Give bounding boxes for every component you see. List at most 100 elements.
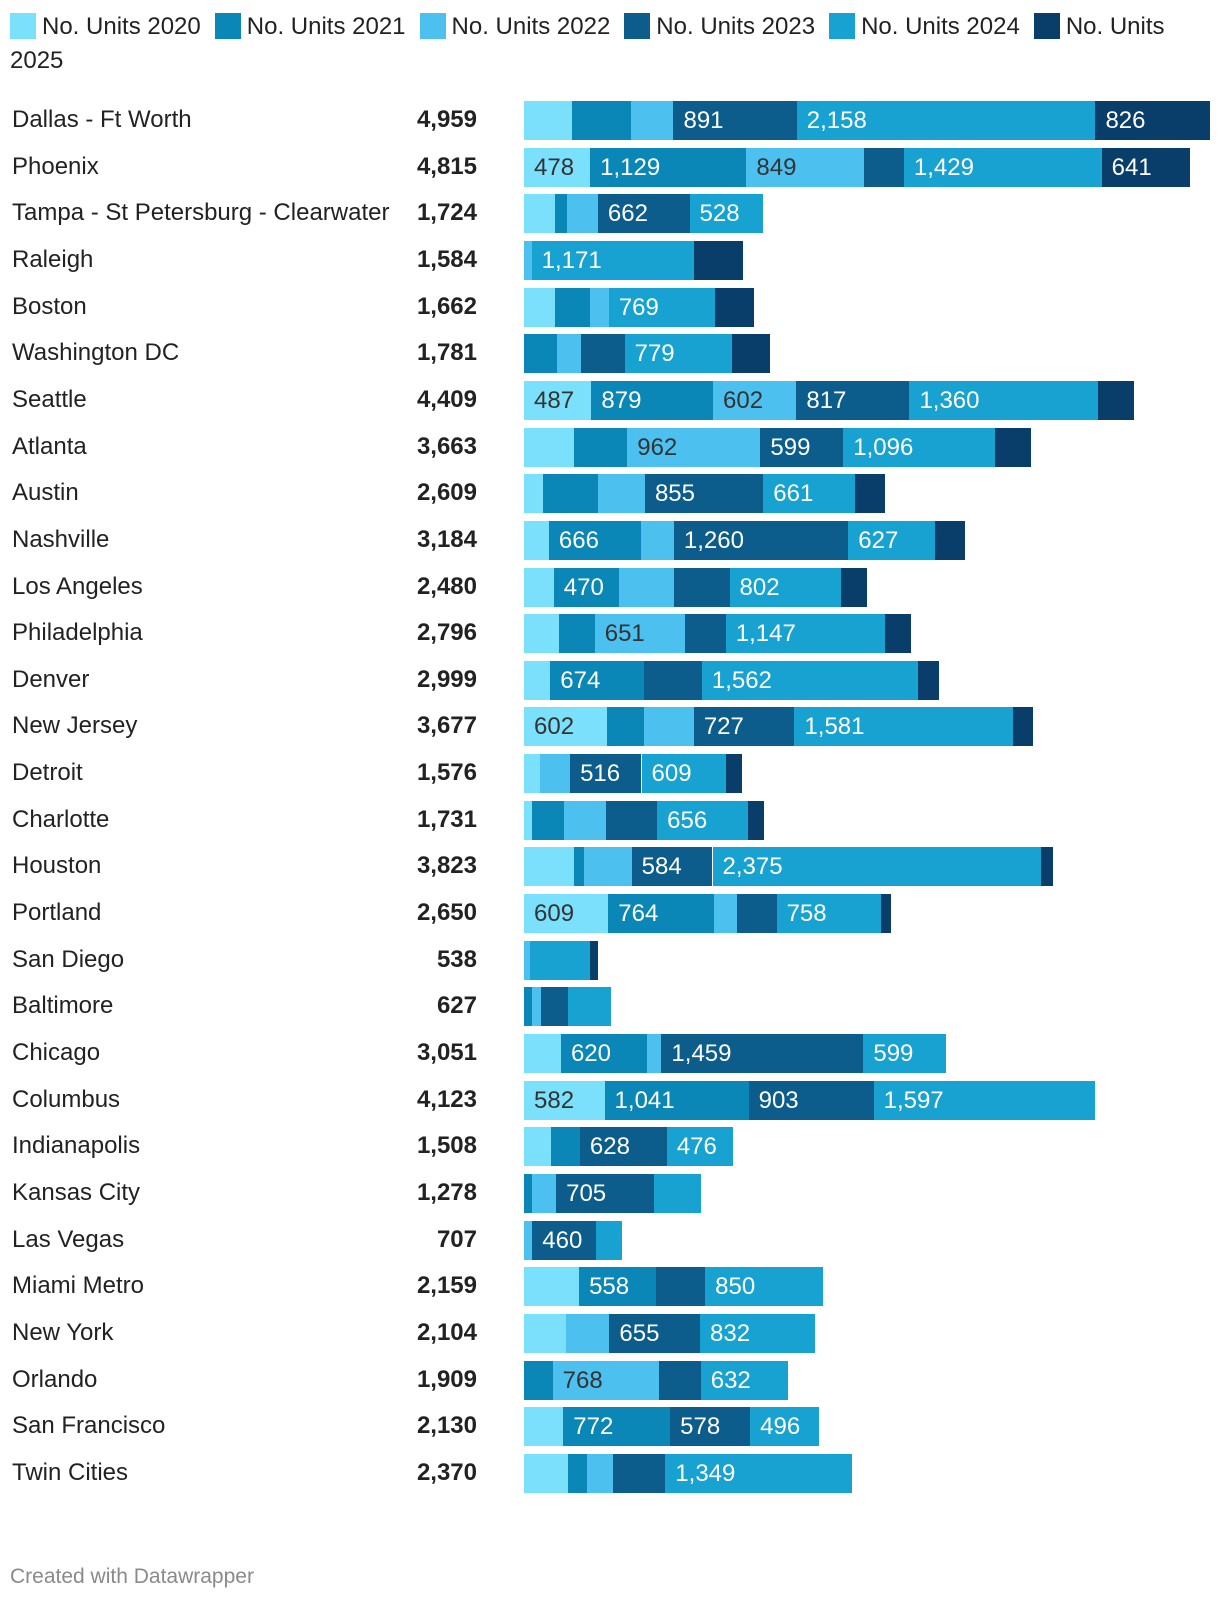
bar-segment <box>524 1313 567 1353</box>
total-value: 2,999 <box>416 665 477 693</box>
bar-segment <box>524 567 554 607</box>
bar-segment <box>550 1127 580 1167</box>
total-value: 2,609 <box>416 479 477 507</box>
bar-segment <box>524 1453 568 1493</box>
table-row: Houston 3,823 584 2,375 <box>0 843 1220 891</box>
bar-segment: 1,041 <box>604 1080 749 1120</box>
data-label: 826 <box>1105 107 1146 134</box>
legend-swatch <box>1033 13 1060 39</box>
bar-segment <box>529 940 591 980</box>
bar-segment: 584 <box>631 847 713 887</box>
bar-segment <box>1097 380 1135 420</box>
bar-segment: 602 <box>524 707 608 747</box>
data-label: 1,041 <box>614 1086 675 1114</box>
legend-swatch <box>829 13 856 39</box>
data-label: 628 <box>589 1133 630 1161</box>
city-label: Indianapolis <box>12 1132 141 1160</box>
legend-item: No. Units 2024 <box>829 13 1020 40</box>
data-label: 651 <box>604 620 645 648</box>
data-label: 2,375 <box>722 853 783 881</box>
data-label: 602 <box>534 713 575 741</box>
data-label: 661 <box>773 480 814 508</box>
table-row: Tampa - St Petersburg - Clearwater 1,724 6… <box>0 190 1220 238</box>
bar-segment: 674 <box>550 660 644 700</box>
data-label: 662 <box>607 200 648 228</box>
bar-segment <box>573 847 584 887</box>
table-row: Detroit 1,576 516 609 <box>0 750 1220 798</box>
bar-segment: 1,459 <box>661 1034 864 1073</box>
total-value: 3,184 <box>416 525 477 553</box>
bar-segment <box>840 567 868 607</box>
table-row: Raleigh 1,584 1,171 <box>0 237 1220 285</box>
bar-segment: 627 <box>848 520 936 560</box>
data-label: 627 <box>858 526 899 554</box>
bar-segment: 832 <box>700 1313 816 1353</box>
bar-segment <box>607 707 644 747</box>
table-row: Orlando 1,909 768 632 <box>0 1357 1220 1405</box>
data-label: 758 <box>786 900 827 928</box>
city-label: Philadelphia <box>12 619 143 647</box>
total-value: 1,731 <box>416 805 477 833</box>
bar-segment: 558 <box>579 1267 657 1307</box>
bar-segment <box>524 1127 551 1167</box>
total-value: 2,370 <box>416 1458 477 1486</box>
data-label: 1,459 <box>671 1040 732 1067</box>
bar-segment <box>524 194 556 234</box>
table-row: Dallas - Ft Worth 4,959 891 2,158 826 <box>0 97 1220 145</box>
legend-item: No. Units 2025 <box>10 13 1165 74</box>
total-value: 707 <box>436 1225 477 1253</box>
bar-segment: 655 <box>609 1313 701 1353</box>
total-value: 1,576 <box>416 759 477 787</box>
bar-segment <box>653 1173 701 1213</box>
city-label: Detroit <box>12 759 83 787</box>
city-label: Atlanta <box>12 432 87 460</box>
bar-segment: 727 <box>693 707 795 747</box>
total-value: 1,508 <box>416 1132 477 1160</box>
bar-segment: 1,147 <box>725 614 885 654</box>
total-value: 2,159 <box>416 1272 477 1300</box>
total-value: 1,781 <box>416 339 477 367</box>
bar-segment <box>524 1034 561 1073</box>
bar-segment <box>524 474 544 514</box>
bar-segment <box>618 567 675 607</box>
city-label: San Diego <box>12 945 125 973</box>
bar-segment: 2,158 <box>796 101 1096 140</box>
data-label: 1,260 <box>683 526 744 554</box>
bar-segment <box>693 240 744 280</box>
total-value: 4,123 <box>416 1085 477 1113</box>
total-value: 2,480 <box>416 572 477 600</box>
table-row: Austin 2,609 855 661 <box>0 470 1220 518</box>
bar-segment <box>643 660 702 700</box>
data-label: 802 <box>739 573 780 601</box>
data-label: 487 <box>534 386 575 414</box>
table-row: Phoenix 4,815 478 1,129 849 1,429 641 <box>0 144 1220 192</box>
bar-segment: 620 <box>560 1034 647 1073</box>
bar-segment <box>524 1360 553 1400</box>
bar-segment <box>658 1360 701 1400</box>
data-label: 599 <box>770 433 811 461</box>
table-row: San Diego 538 <box>0 937 1220 985</box>
legend-label: No. Units 2024 <box>861 13 1020 40</box>
bar-segment <box>590 287 609 327</box>
data-label: 578 <box>680 1413 721 1441</box>
bar-segment <box>524 101 572 140</box>
bar-segment <box>524 287 556 327</box>
data-label: 779 <box>634 340 675 368</box>
data-label: 496 <box>760 1413 801 1441</box>
bar-segment <box>598 474 645 514</box>
data-label: 1,597 <box>883 1086 944 1114</box>
city-label: Seattle <box>12 385 87 413</box>
legend: No. Units 2020 No. Units 2021 No. Units 20… <box>10 10 1200 78</box>
data-label: 528 <box>699 200 740 228</box>
bar-segment <box>715 287 755 327</box>
city-label: New York <box>12 1318 114 1346</box>
total-value: 1,662 <box>416 292 477 320</box>
city-label: Portland <box>12 899 102 927</box>
bar-segment <box>532 1173 557 1213</box>
legend-item: No. Units 2020 <box>10 13 201 40</box>
bar-segment: 641 <box>1101 147 1191 187</box>
bar-segment <box>524 1267 580 1307</box>
bar-segment: 662 <box>597 194 690 234</box>
total-value: 4,959 <box>416 106 477 133</box>
bar-segment <box>590 940 599 980</box>
